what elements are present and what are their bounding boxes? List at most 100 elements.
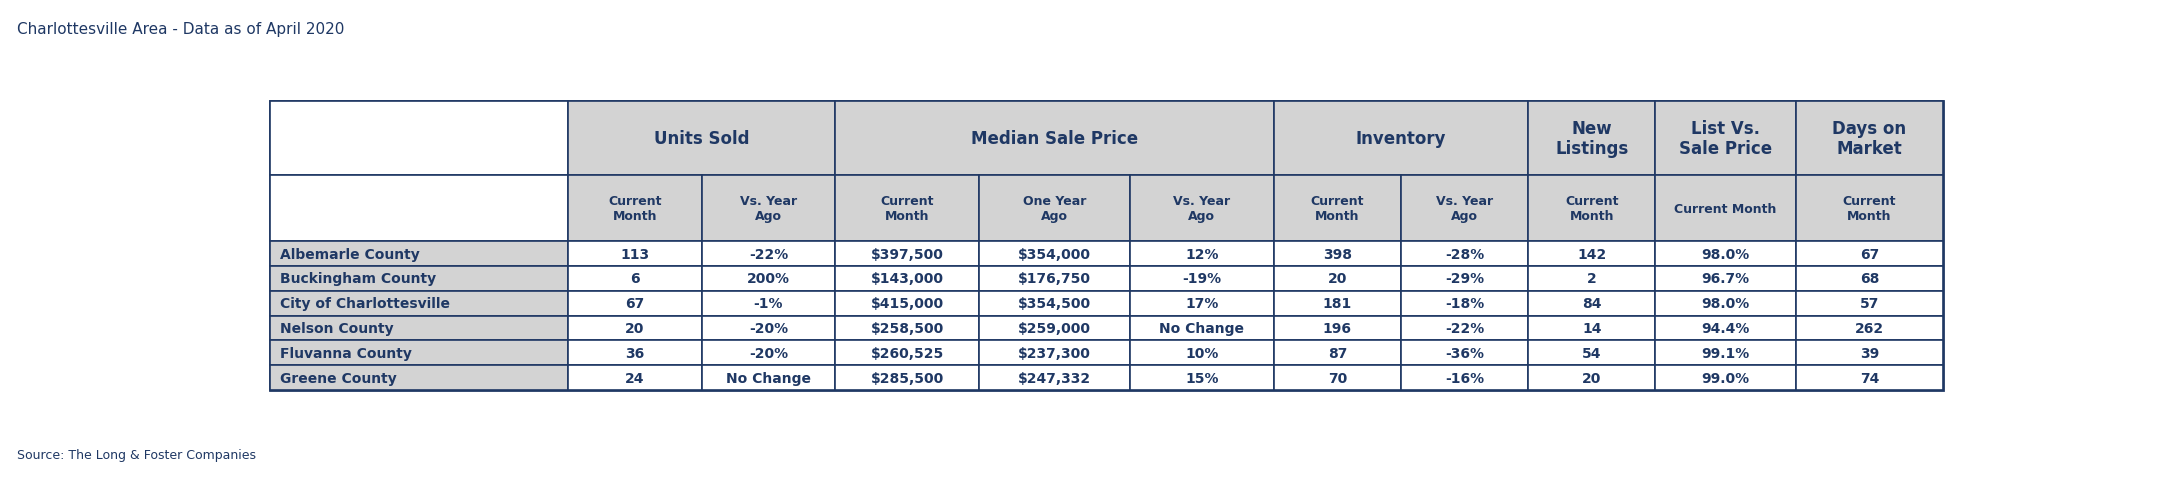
Bar <box>1401 266 1529 291</box>
Bar <box>1796 316 1943 341</box>
Bar <box>568 242 702 266</box>
Bar <box>1274 316 1401 341</box>
Bar <box>1274 341 1401 365</box>
Bar <box>1656 291 1796 316</box>
Bar <box>702 365 836 390</box>
Text: -28%: -28% <box>1444 247 1483 261</box>
Bar <box>1401 316 1529 341</box>
Bar <box>1129 266 1274 291</box>
Text: 2: 2 <box>1587 272 1598 286</box>
Bar <box>1796 176 1943 242</box>
Text: -1%: -1% <box>753 297 784 311</box>
Bar <box>702 291 836 316</box>
Bar <box>1529 102 1656 176</box>
Text: 200%: 200% <box>747 272 790 286</box>
Bar <box>836 242 980 266</box>
Text: Vs. Year
Ago: Vs. Year Ago <box>741 195 797 223</box>
Text: Current
Month: Current Month <box>1311 195 1364 223</box>
Text: 68: 68 <box>1859 272 1878 286</box>
Bar <box>836 365 980 390</box>
Bar <box>1274 266 1401 291</box>
Bar <box>1129 176 1274 242</box>
Bar <box>1129 316 1274 341</box>
Text: 39: 39 <box>1859 346 1878 360</box>
Text: 57: 57 <box>1859 297 1878 311</box>
Text: 67: 67 <box>1859 247 1878 261</box>
Bar <box>1529 316 1656 341</box>
Text: Greene County: Greene County <box>281 371 397 385</box>
Text: $176,750: $176,750 <box>1019 272 1090 286</box>
Text: 87: 87 <box>1328 346 1347 360</box>
Text: Current
Month: Current Month <box>1565 195 1619 223</box>
Text: $397,500: $397,500 <box>870 247 943 261</box>
Bar <box>980 365 1129 390</box>
Bar <box>1796 266 1943 291</box>
Text: -36%: -36% <box>1444 346 1483 360</box>
Bar <box>568 266 702 291</box>
Text: Current
Month: Current Month <box>609 195 661 223</box>
Text: -22%: -22% <box>1444 322 1483 336</box>
Bar <box>270 291 568 316</box>
Text: $259,000: $259,000 <box>1019 322 1090 336</box>
Text: 98.0%: 98.0% <box>1701 297 1749 311</box>
Bar <box>836 291 980 316</box>
Bar <box>1796 365 1943 390</box>
Bar <box>1274 102 1529 176</box>
Text: No Change: No Change <box>725 371 812 385</box>
Text: City of Charlottesville: City of Charlottesville <box>281 297 449 311</box>
Text: Units Sold: Units Sold <box>654 130 749 148</box>
Bar <box>702 176 836 242</box>
Text: Source: The Long & Foster Companies: Source: The Long & Foster Companies <box>17 448 257 461</box>
Bar <box>1274 365 1401 390</box>
Bar <box>980 242 1129 266</box>
Bar <box>270 242 568 266</box>
Bar <box>980 291 1129 316</box>
Text: -20%: -20% <box>749 346 788 360</box>
Text: Buckingham County: Buckingham County <box>281 272 436 286</box>
Bar <box>270 365 568 390</box>
Text: 36: 36 <box>624 346 643 360</box>
Text: -20%: -20% <box>749 322 788 336</box>
Text: 10%: 10% <box>1185 346 1218 360</box>
Bar <box>1274 242 1401 266</box>
Bar <box>274 106 1939 386</box>
Bar <box>568 365 702 390</box>
Text: 54: 54 <box>1583 346 1602 360</box>
Bar <box>702 242 836 266</box>
Text: 20: 20 <box>1583 371 1602 385</box>
Bar <box>1274 291 1401 316</box>
Bar <box>1401 341 1529 365</box>
Bar <box>270 341 568 365</box>
Text: $237,300: $237,300 <box>1019 346 1090 360</box>
Text: 98.0%: 98.0% <box>1701 247 1749 261</box>
Text: 24: 24 <box>624 371 643 385</box>
Text: 142: 142 <box>1576 247 1606 261</box>
Text: Median Sale Price: Median Sale Price <box>972 130 1138 148</box>
Text: Charlottesville Area - Data as of April 2020: Charlottesville Area - Data as of April … <box>17 22 345 36</box>
Bar <box>836 316 980 341</box>
Bar <box>1656 266 1796 291</box>
Bar <box>1796 102 1943 176</box>
Text: -18%: -18% <box>1444 297 1483 311</box>
Text: 262: 262 <box>1855 322 1885 336</box>
Bar <box>568 341 702 365</box>
Text: Fluvanna County: Fluvanna County <box>281 346 412 360</box>
Bar <box>1796 242 1943 266</box>
Bar <box>270 102 1943 390</box>
Bar <box>702 341 836 365</box>
Bar <box>270 102 568 176</box>
Bar <box>568 291 702 316</box>
Bar <box>1274 176 1401 242</box>
Bar <box>1796 291 1943 316</box>
Bar <box>836 176 980 242</box>
Text: 94.4%: 94.4% <box>1701 322 1749 336</box>
Text: Current Month: Current Month <box>1675 202 1777 215</box>
Bar <box>980 176 1129 242</box>
Text: $285,500: $285,500 <box>870 371 943 385</box>
Bar <box>1401 242 1529 266</box>
Bar <box>1129 365 1274 390</box>
Text: 398: 398 <box>1323 247 1352 261</box>
Bar <box>1529 341 1656 365</box>
Bar <box>1529 242 1656 266</box>
Bar <box>1656 176 1796 242</box>
